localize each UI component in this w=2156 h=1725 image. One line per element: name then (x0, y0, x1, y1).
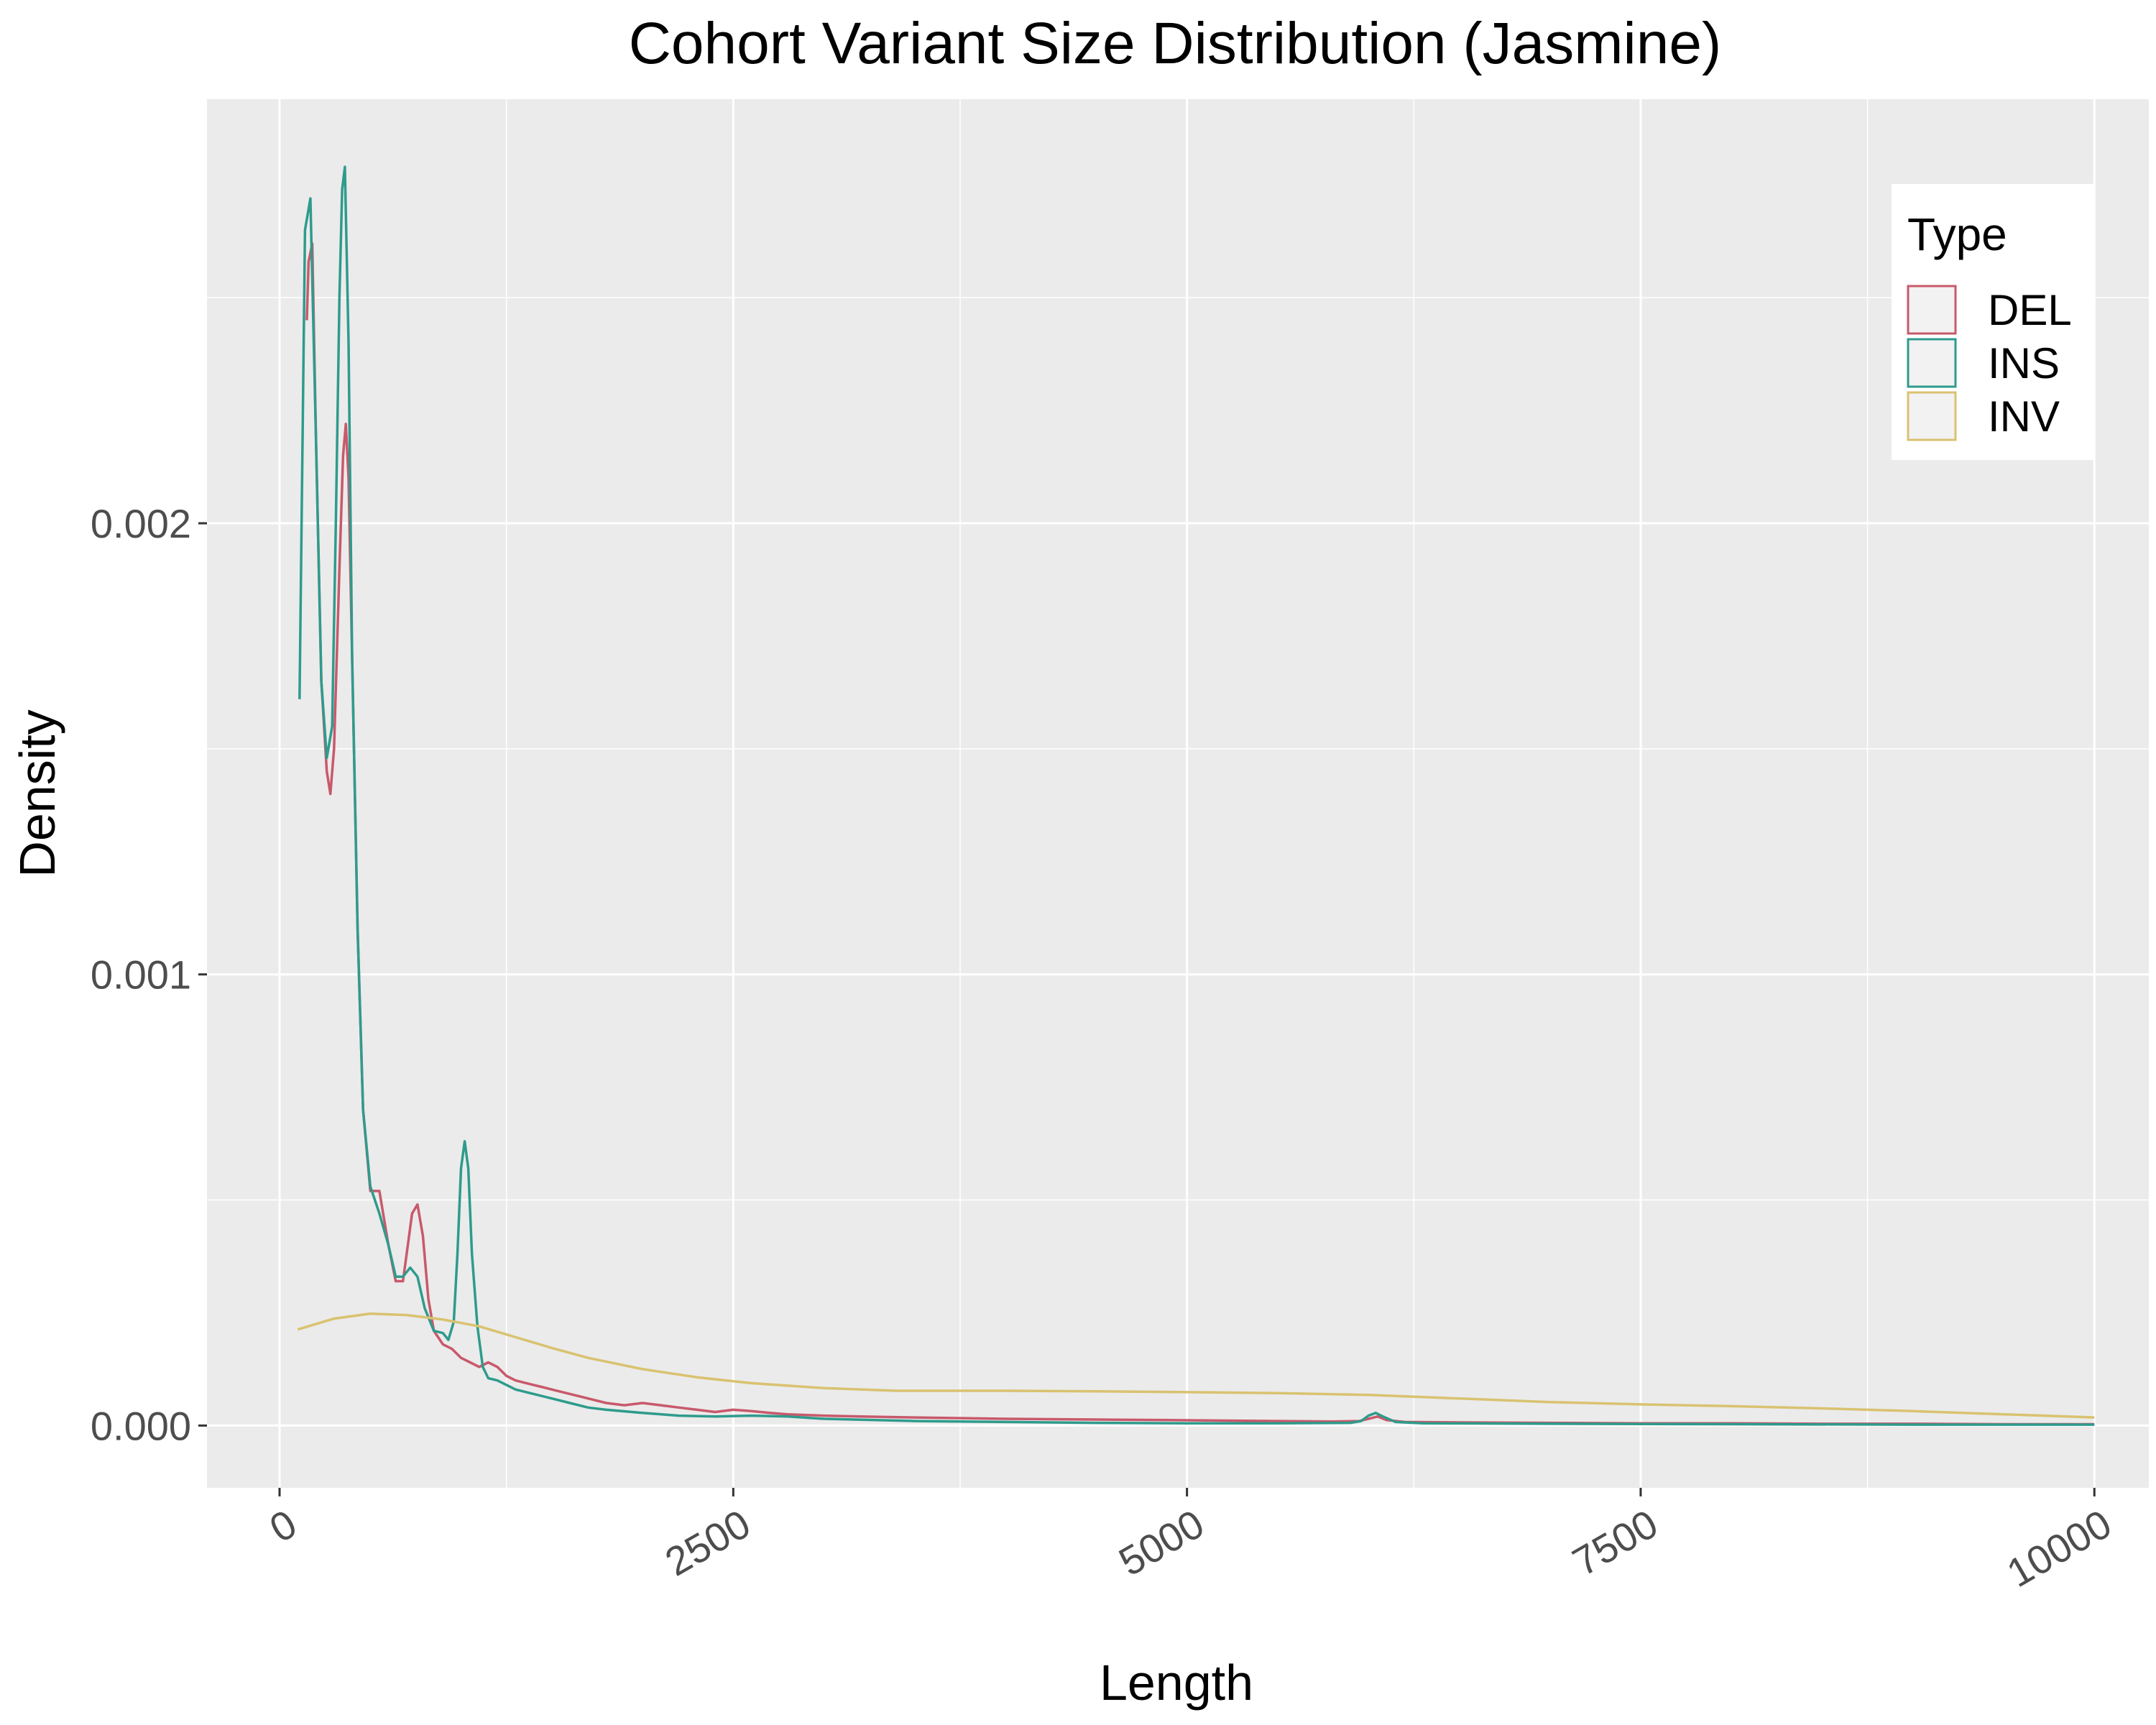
series-lines (297, 165, 2095, 1426)
legend-title: Type (1907, 208, 2007, 260)
x-tick-label: 2500 (658, 1501, 757, 1585)
x-tick-label: 7500 (1565, 1501, 1665, 1585)
legend-label-del: DEL (1988, 286, 2072, 334)
y-axis-title: Density (9, 709, 65, 877)
series-line-ins (298, 165, 2095, 1426)
y-tick-label: 0.001 (91, 952, 191, 998)
legend: Type DEL INS INV (1892, 184, 2094, 460)
series-line-inv (297, 1312, 2095, 1419)
plot-panel (207, 99, 2149, 1488)
x-tick-label: 5000 (1111, 1501, 1211, 1585)
legend-label-inv: INV (1988, 392, 2060, 441)
y-tick-label: 0.000 (91, 1403, 191, 1448)
chart-title: Cohort Variant Size Distribution (Jasmin… (629, 11, 1722, 76)
x-tick-label: 10000 (1999, 1501, 2119, 1596)
legend-label-ins: INS (1988, 339, 2060, 387)
y-tick-label: 0.002 (91, 501, 191, 546)
x-axis-title: Length (1100, 1655, 1253, 1711)
legend-key-del (1907, 285, 1957, 335)
legend-items: DEL INS INV (1907, 285, 2072, 441)
legend-key-ins (1907, 338, 1957, 388)
x-tick-label: 0 (262, 1501, 304, 1551)
legend-key-inv (1907, 391, 1957, 441)
